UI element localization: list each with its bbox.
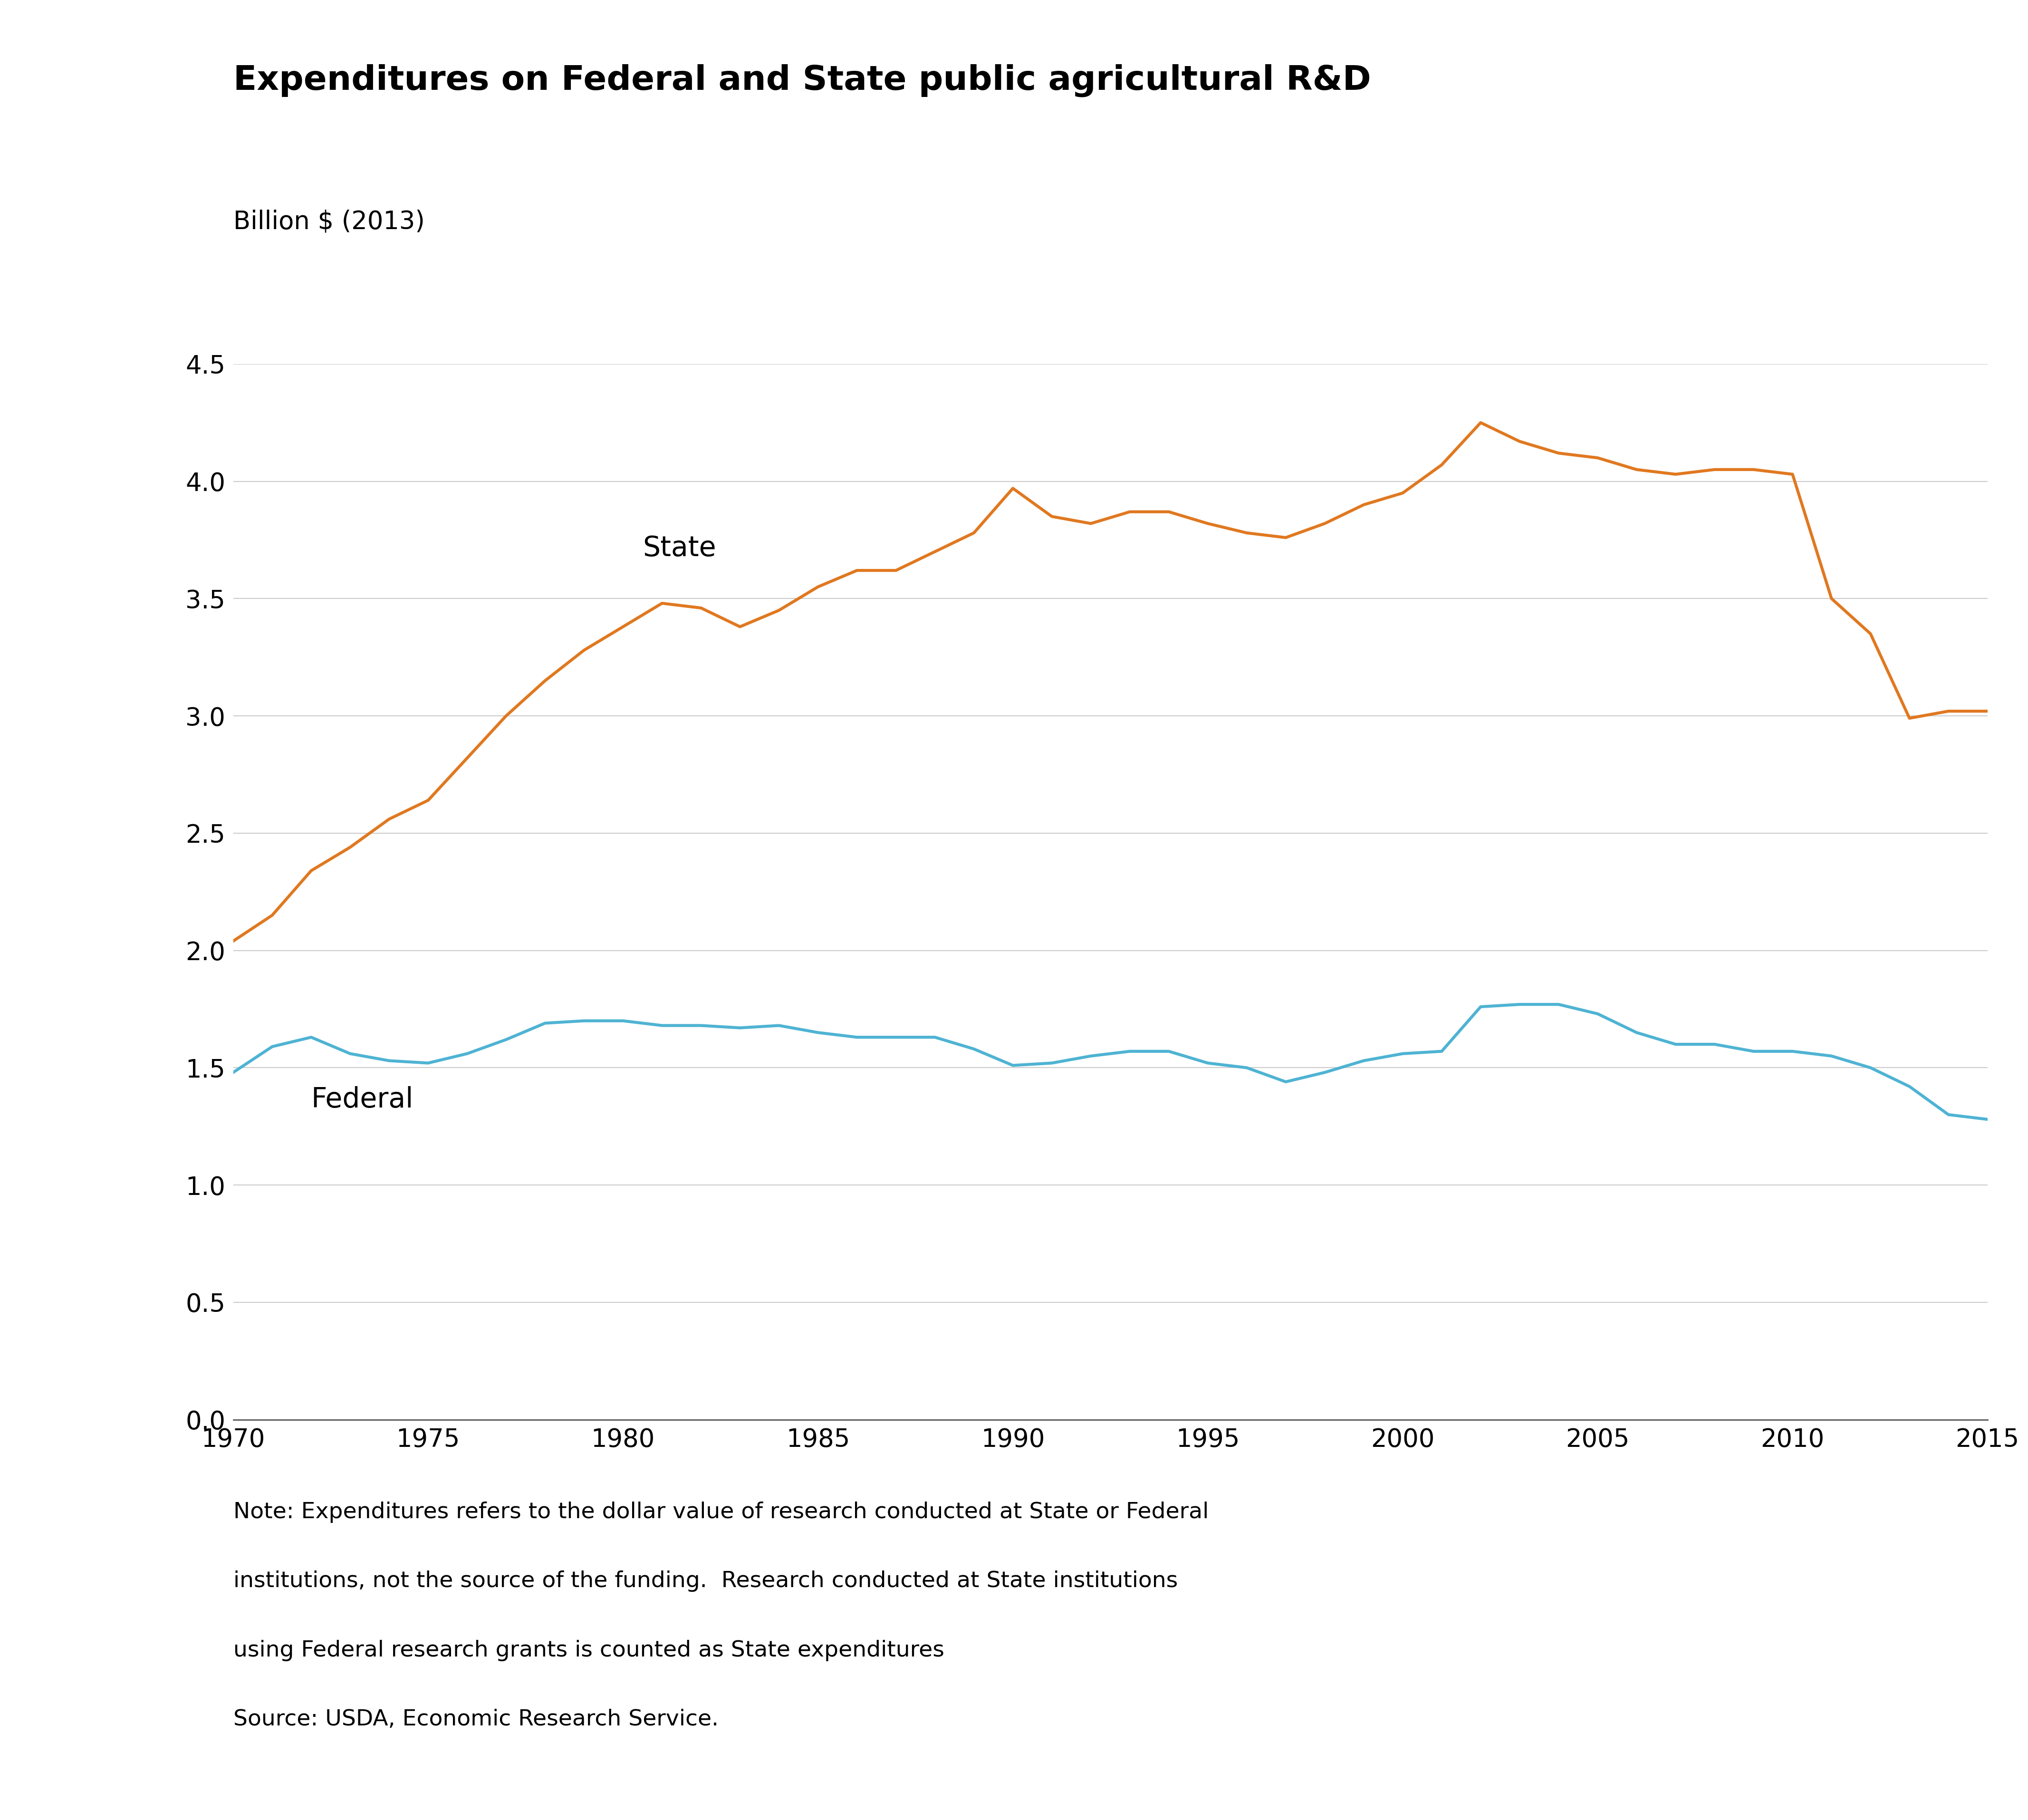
Text: Billion $ (2013): Billion $ (2013) xyxy=(233,209,424,235)
Text: Federal: Federal xyxy=(310,1087,414,1114)
Text: Expenditures on Federal and State public agricultural R&D: Expenditures on Federal and State public… xyxy=(233,64,1371,96)
Text: using Federal research grants is counted as State expenditures: using Federal research grants is counted… xyxy=(233,1640,945,1662)
Text: Source: USDA, Economic Research Service.: Source: USDA, Economic Research Service. xyxy=(233,1709,718,1731)
Text: State: State xyxy=(643,535,716,562)
Text: Note: Expenditures refers to the dollar value of research conducted at State or : Note: Expenditures refers to the dollar … xyxy=(233,1501,1209,1523)
Text: institutions, not the source of the funding.  Research conducted at State instit: institutions, not the source of the fund… xyxy=(233,1571,1178,1592)
